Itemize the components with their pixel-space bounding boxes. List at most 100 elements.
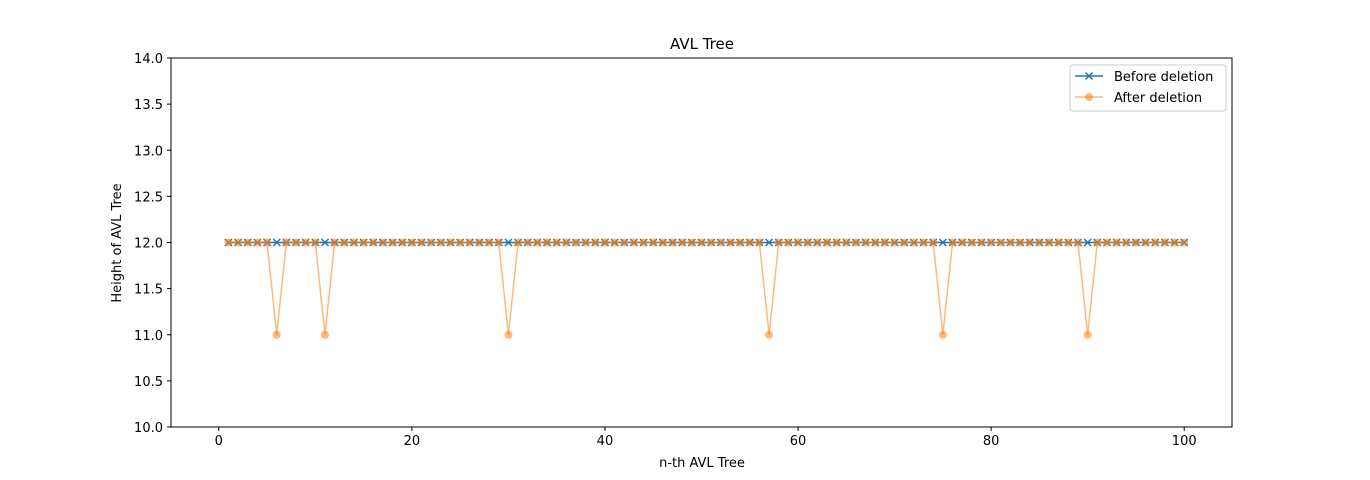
data-point xyxy=(958,238,967,247)
x-tick-label: 20 xyxy=(404,434,421,449)
data-point xyxy=(1180,238,1189,247)
x-tick-label: 0 xyxy=(215,434,223,449)
data-point xyxy=(301,238,310,247)
y-tick-label: 14.0 xyxy=(134,52,163,67)
data-point xyxy=(687,238,696,247)
y-tick-label: 11.0 xyxy=(134,329,163,344)
data-point xyxy=(803,238,812,247)
legend-label-after: After deletion xyxy=(1114,91,1202,106)
data-point xyxy=(398,238,407,247)
y-tick-label: 10.0 xyxy=(134,421,163,436)
y-axis-ticks: 10.0 10.5 11.0 11.5 12.0 12.5 13.0 13.5 14.0 xyxy=(134,52,171,436)
data-point xyxy=(407,238,416,247)
data-point xyxy=(774,238,783,247)
data-point xyxy=(784,238,793,247)
data-point xyxy=(571,238,580,247)
data-point xyxy=(320,330,329,339)
y-tick-label: 12.5 xyxy=(134,190,163,205)
data-point xyxy=(668,238,677,247)
legend: Before deletion After deletion xyxy=(1069,64,1227,112)
data-point xyxy=(253,238,262,247)
x-tick-label: 60 xyxy=(790,434,807,449)
data-point xyxy=(987,238,996,247)
data-point xyxy=(996,238,1005,247)
data-point xyxy=(292,238,301,247)
data-point xyxy=(591,238,600,247)
legend-marker-after xyxy=(1085,93,1093,101)
data-point xyxy=(929,238,938,247)
data-point xyxy=(282,238,291,247)
y-axis-label: Height of AVL Tree xyxy=(110,183,125,302)
data-point xyxy=(736,238,745,247)
data-point xyxy=(967,238,976,247)
data-point xyxy=(272,330,281,339)
data-point xyxy=(465,238,474,247)
y-tick-label: 13.5 xyxy=(134,98,163,113)
data-point xyxy=(349,238,358,247)
data-point xyxy=(900,238,909,247)
data-point xyxy=(1160,238,1169,247)
data-point xyxy=(272,238,281,247)
data-point xyxy=(938,238,947,247)
data-point xyxy=(543,238,552,247)
data-point xyxy=(436,238,445,247)
data-point xyxy=(417,238,426,247)
data-point xyxy=(678,238,687,247)
data-point xyxy=(629,238,638,247)
data-point xyxy=(504,238,513,247)
data-point xyxy=(813,238,822,247)
data-point xyxy=(263,238,272,247)
data-point xyxy=(456,238,465,247)
data-point xyxy=(494,238,503,247)
x-axis-label: n-th AVL Tree xyxy=(659,456,745,471)
data-point xyxy=(909,238,918,247)
data-point xyxy=(1016,238,1025,247)
data-point xyxy=(1083,238,1092,247)
data-point xyxy=(1045,238,1054,247)
data-point xyxy=(871,238,880,247)
data-point xyxy=(1141,238,1150,247)
data-point xyxy=(1151,238,1160,247)
data-point xyxy=(1112,238,1121,247)
data-point xyxy=(359,238,368,247)
data-point xyxy=(581,238,590,247)
data-point xyxy=(880,238,889,247)
data-point xyxy=(1054,238,1063,247)
legend-box xyxy=(1069,64,1227,112)
data-point xyxy=(1102,238,1111,247)
data-point xyxy=(320,238,330,247)
data-point xyxy=(311,238,320,247)
series-layer xyxy=(224,238,1189,339)
data-point xyxy=(938,330,947,339)
y-tick-label: 10.5 xyxy=(134,375,163,390)
data-point xyxy=(224,238,233,247)
data-point xyxy=(378,238,387,247)
data-point xyxy=(369,238,378,247)
data-point xyxy=(388,238,397,247)
data-point xyxy=(1006,238,1015,247)
data-point xyxy=(514,238,523,247)
data-point xyxy=(890,238,899,247)
data-point xyxy=(1074,238,1083,247)
data-point xyxy=(340,238,349,247)
data-point xyxy=(861,238,870,247)
data-point xyxy=(1170,238,1179,247)
y-tick-label: 13.0 xyxy=(134,144,163,159)
data-point xyxy=(726,238,735,247)
x-tick-label: 100 xyxy=(1172,434,1197,449)
series-after-deletion xyxy=(224,238,1189,339)
y-tick-label: 11.5 xyxy=(134,283,163,298)
data-point xyxy=(649,238,658,247)
x-tick-label: 80 xyxy=(983,434,1000,449)
x-axis-ticks: 0 20 40 60 80 100 xyxy=(215,427,1197,449)
legend-label-before: Before deletion xyxy=(1114,70,1213,85)
data-point xyxy=(851,238,860,247)
data-point xyxy=(842,238,851,247)
data-point xyxy=(446,238,455,247)
data-point xyxy=(1093,238,1102,247)
chart-title: AVL Tree xyxy=(670,35,734,53)
data-point xyxy=(600,238,609,247)
data-point xyxy=(823,238,832,247)
data-point xyxy=(620,238,629,247)
